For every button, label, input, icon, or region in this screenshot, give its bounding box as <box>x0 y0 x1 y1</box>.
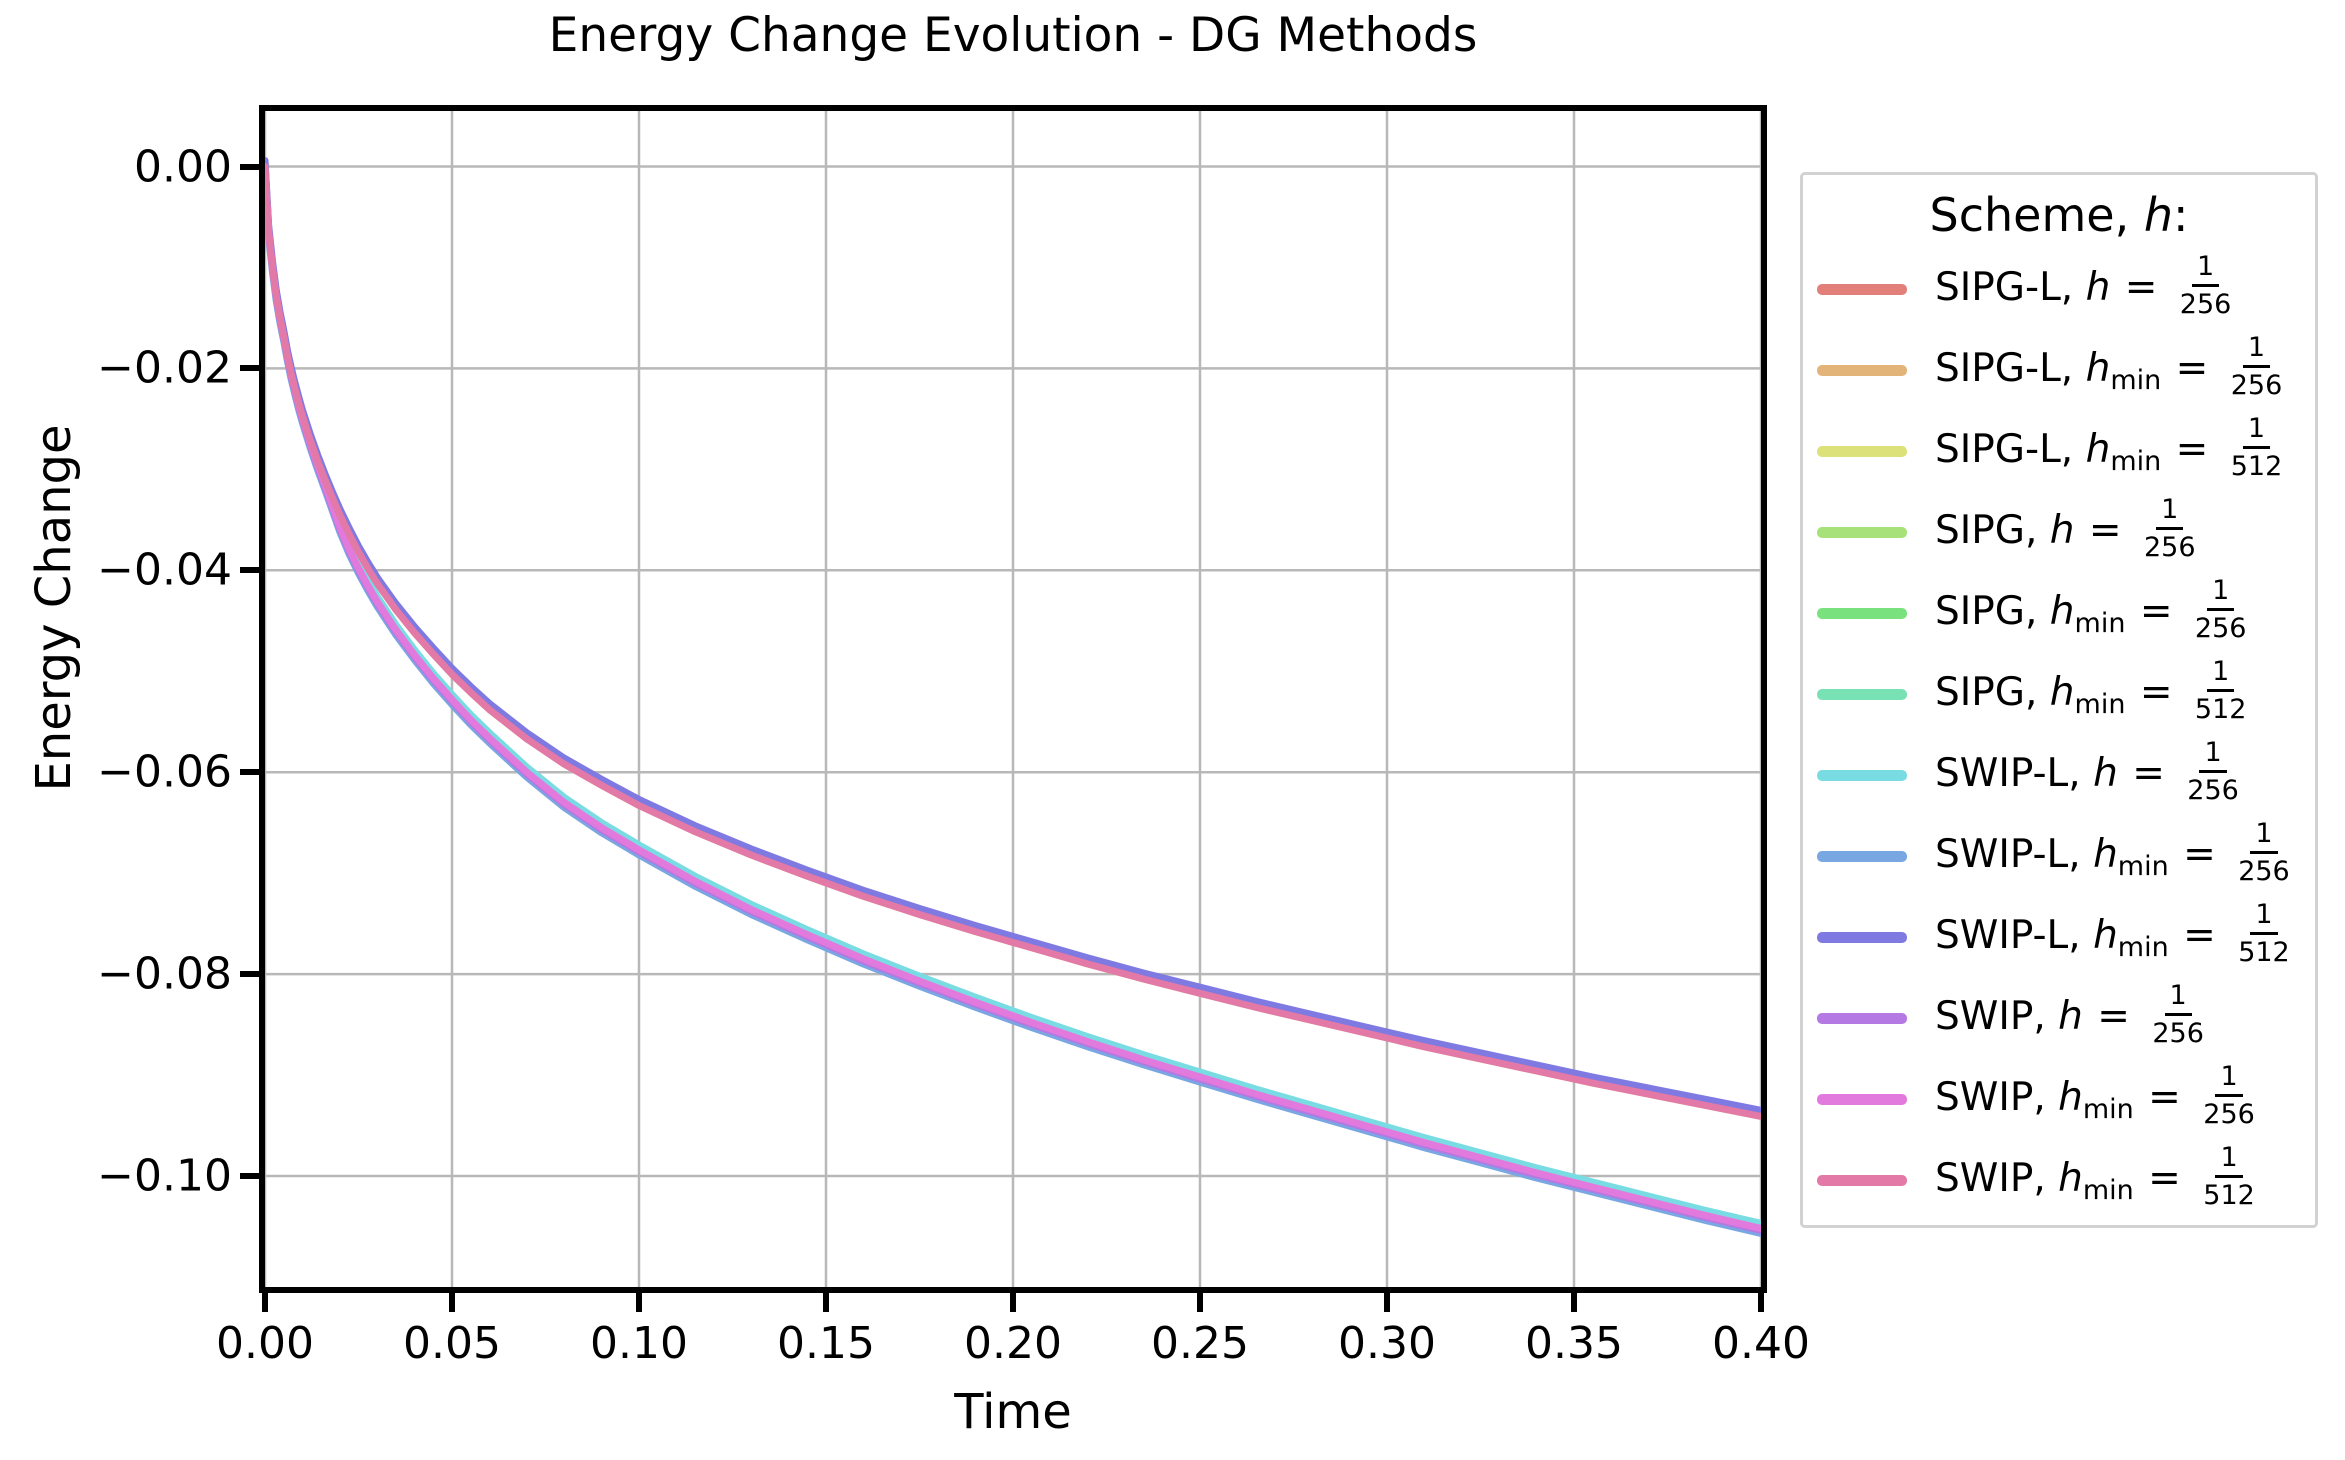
legend-swatch-line <box>1817 851 1907 862</box>
x-tick-label: 0.00 <box>216 1318 314 1369</box>
y-tick-mark <box>240 365 259 372</box>
legend-item: SWIP, hmin = 1 512 <box>1803 1140 2315 1221</box>
legend-item-label: SIPG, hmin = 1 256 <box>1935 575 2247 644</box>
legend-item-label: SIPG-L, h = 1 256 <box>1935 251 2232 320</box>
legend-item-label: SWIP, hmin = 1 512 <box>1935 1142 2255 1211</box>
legend-item: SIPG, hmin = 1 256 <box>1803 573 2315 654</box>
x-tick-mark <box>636 1293 642 1312</box>
legend-title-colon: : <box>2172 188 2189 242</box>
x-tick-label: 0.05 <box>403 1318 501 1369</box>
y-tick-label: −0.02 <box>97 342 232 394</box>
legend-swatch-line <box>1817 1094 1907 1105</box>
y-tick-label: −0.08 <box>97 948 232 1000</box>
legend-title-text: Scheme, <box>1929 188 2144 242</box>
legend-item: SWIP-L, hmin = 1 256 <box>1803 816 2315 897</box>
fraction: 1 512 <box>2203 1142 2255 1211</box>
legend-item: SWIP-L, hmin = 1 512 <box>1803 897 2315 978</box>
fraction: 1 512 <box>2194 656 2247 725</box>
legend-item: SWIP, hmin = 1 256 <box>1803 1059 2315 1140</box>
x-tick-label: 0.20 <box>964 1318 1062 1369</box>
y-tick-mark <box>240 163 259 170</box>
legend: Scheme, h: SIPG-L, h = 1 256 SIPG-L, hmin … <box>1800 172 2318 1228</box>
x-tick-mark <box>1197 1293 1203 1312</box>
fraction: 1 512 <box>2238 899 2290 968</box>
legend-title: Scheme, h: <box>1803 187 2315 243</box>
legend-swatch-line <box>1817 1013 1907 1024</box>
y-tick-label: −0.10 <box>97 1150 232 1202</box>
legend-swatch-line <box>1817 608 1907 619</box>
legend-item: SIPG-L, h = 1 256 <box>1803 249 2315 330</box>
legend-item: SIPG-L, hmin = 1 512 <box>1803 411 2315 492</box>
fraction: 1 512 <box>2230 413 2283 482</box>
legend-swatch-line <box>1817 932 1907 943</box>
legend-swatch-line <box>1817 770 1907 781</box>
y-tick-label: −0.06 <box>97 746 232 798</box>
legend-items: SIPG-L, h = 1 256 SIPG-L, hmin = 1 256 SIPG-… <box>1803 249 2315 1221</box>
legend-item: SIPG-L, hmin = 1 256 <box>1803 330 2315 411</box>
legend-item: SIPG, hmin = 1 512 <box>1803 654 2315 735</box>
y-tick-mark <box>240 769 259 776</box>
x-tick-label: 0.15 <box>777 1318 875 1369</box>
fraction: 1 256 <box>2152 980 2204 1049</box>
legend-item: SIPG, h = 1 256 <box>1803 492 2315 573</box>
fraction: 1 256 <box>2203 1061 2255 1130</box>
legend-item-label: SWIP-L, h = 1 256 <box>1935 737 2239 806</box>
legend-swatch-line <box>1817 365 1907 376</box>
x-tick-label: 0.10 <box>590 1318 688 1369</box>
x-tick-mark <box>1384 1293 1390 1312</box>
fraction: 1 256 <box>2179 251 2232 320</box>
y-tick-mark <box>240 1172 259 1179</box>
legend-swatch-line <box>1817 527 1907 538</box>
y-tick-label: −0.04 <box>97 544 232 596</box>
x-tick-mark <box>823 1293 829 1312</box>
legend-item-label: SIPG-L, hmin = 1 512 <box>1935 413 2283 482</box>
legend-item-label: SWIP, hmin = 1 256 <box>1935 1061 2255 1130</box>
x-tick-label: 0.35 <box>1525 1318 1623 1369</box>
x-axis-label: Time <box>954 1384 1072 1440</box>
x-tick-mark <box>1571 1293 1577 1312</box>
legend-swatch-line <box>1817 689 1907 700</box>
legend-title-var: h <box>2143 188 2173 242</box>
fraction: 1 256 <box>2187 737 2239 806</box>
x-tick-mark <box>1010 1293 1016 1312</box>
y-tick-label: 0.00 <box>134 141 232 193</box>
legend-item-label: SIPG, h = 1 256 <box>1935 494 2196 563</box>
legend-item-label: SWIP-L, hmin = 1 256 <box>1935 818 2290 887</box>
legend-item-label: SIPG, hmin = 1 512 <box>1935 656 2247 725</box>
legend-item: SWIP-L, h = 1 256 <box>1803 735 2315 816</box>
series-line-swip-hmin-512 <box>265 163 1761 1120</box>
x-tick-mark <box>1758 1293 1764 1312</box>
y-axis-label: Energy Change <box>26 424 82 792</box>
x-tick-label: 0.25 <box>1151 1318 1249 1369</box>
legend-item-label: SIPG-L, hmin = 1 256 <box>1935 332 2283 401</box>
fraction: 1 256 <box>2194 575 2247 644</box>
legend-item-label: SWIP-L, hmin = 1 512 <box>1935 899 2290 968</box>
y-tick-mark <box>240 971 259 978</box>
x-tick-mark <box>262 1293 268 1312</box>
fraction: 1 256 <box>2238 818 2290 887</box>
legend-item: SWIP, h = 1 256 <box>1803 978 2315 1059</box>
fraction: 1 256 <box>2230 332 2283 401</box>
y-tick-mark <box>240 567 259 574</box>
x-tick-label: 0.30 <box>1338 1318 1436 1369</box>
x-tick-mark <box>449 1293 455 1312</box>
legend-item-label: SWIP, h = 1 256 <box>1935 980 2204 1049</box>
legend-swatch-line <box>1817 284 1907 295</box>
x-tick-label: 0.40 <box>1712 1318 1810 1369</box>
legend-swatch-line <box>1817 446 1907 457</box>
fraction: 1 256 <box>2144 494 2196 563</box>
chart-title: Energy Change Evolution - DG Methods <box>548 8 1478 63</box>
plot-canvas <box>265 111 1761 1287</box>
legend-swatch-line <box>1817 1175 1907 1186</box>
plot-area <box>259 105 1767 1293</box>
